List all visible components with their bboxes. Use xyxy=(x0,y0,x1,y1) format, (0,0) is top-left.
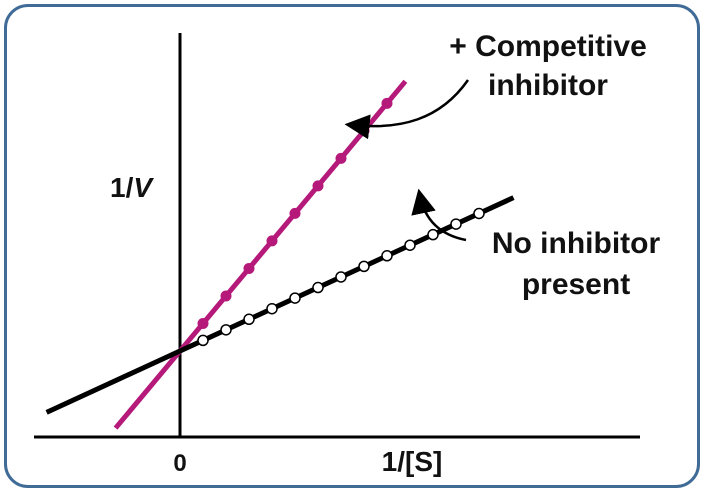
chart-frame xyxy=(4,4,700,488)
data-point-7 xyxy=(358,260,370,273)
x-axis-label: 1/[S] xyxy=(382,446,443,477)
annotation-competitive-line1: + Competitive xyxy=(449,30,647,63)
y-axis-label-prefix: 1/ xyxy=(110,172,134,203)
data-point-8 xyxy=(381,97,393,109)
data-point-10 xyxy=(427,228,439,241)
data-point-8 xyxy=(381,250,393,262)
data-point-6 xyxy=(335,152,347,164)
data-point-1 xyxy=(220,324,232,336)
arrow-no-inhibitor xyxy=(411,188,467,242)
data-point-9 xyxy=(404,239,416,251)
data-point-5 xyxy=(312,180,324,192)
series-no-inhibitor xyxy=(45,195,515,415)
series-layer xyxy=(45,79,515,430)
series-competitive-inhibitor xyxy=(113,79,408,430)
data-point-2 xyxy=(243,262,255,274)
data-point-0 xyxy=(197,334,209,347)
data-point-4 xyxy=(289,292,301,304)
x-tick-label-0: 0 xyxy=(173,450,186,477)
data-point-5 xyxy=(312,281,324,294)
data-point-11 xyxy=(450,218,462,230)
annotation-no-inhibitor-line2: present xyxy=(522,268,630,301)
data-point-3 xyxy=(266,302,278,315)
y-axis-label-variable: V xyxy=(133,172,154,203)
data-point-12 xyxy=(473,207,485,220)
data-point-4 xyxy=(289,207,301,219)
arrow-competitive xyxy=(344,79,470,140)
data-point-0 xyxy=(197,317,209,329)
data-point-3 xyxy=(266,235,278,247)
annotation-no-inhibitor-line1: No inhibitor xyxy=(492,227,661,260)
y-axis-label: 1/V xyxy=(110,172,154,203)
data-point-6 xyxy=(335,271,347,283)
data-point-1 xyxy=(220,290,232,302)
data-point-2 xyxy=(243,313,255,326)
annotation-competitive-line2: inhibitor xyxy=(488,69,608,102)
